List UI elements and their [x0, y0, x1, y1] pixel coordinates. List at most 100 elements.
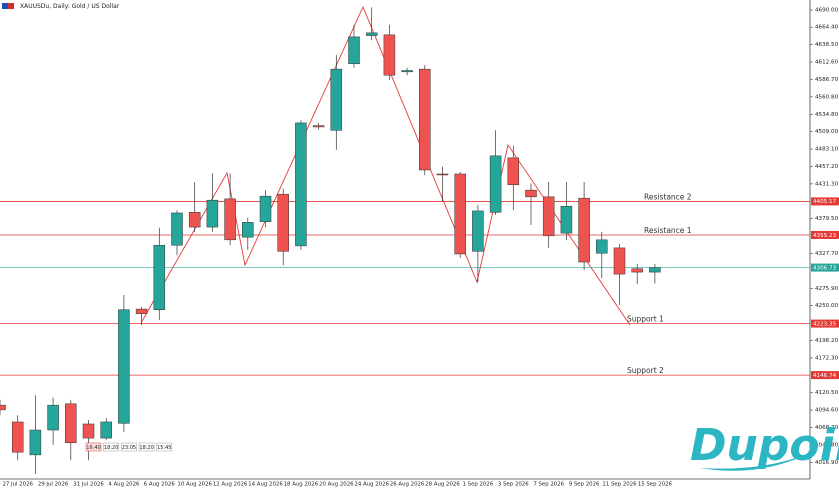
time-box-label: 18:20 — [139, 445, 153, 451]
chart-marks: 4690.00 4664.40 4638.50 4612.60 4586.70 4560.… — [0, 7, 839, 488]
y-tick-label: 4612.60 — [815, 60, 839, 66]
candle-body — [259, 195, 272, 222]
y-tick-label: 4275.90 — [815, 286, 839, 292]
time-box — [121, 442, 137, 452]
x-tick-label: 20 Aug 2026 — [319, 482, 354, 488]
y-tick-label: 4664.40 — [815, 25, 839, 31]
logo-text: Dupoin — [690, 420, 839, 471]
level-name: Support 1 — [627, 315, 664, 324]
y-tick-label: 4042.80 — [815, 442, 839, 448]
candle-body — [401, 70, 413, 73]
x-tick-label: 6 Aug 2026 — [144, 482, 176, 488]
y-tick-label: 4457.20 — [815, 164, 839, 170]
time-box-label: 15:45 — [157, 445, 171, 451]
candle-body — [0, 404, 6, 411]
y-tick-label: 4560.80 — [815, 94, 839, 100]
candle-body — [631, 268, 643, 273]
candle-body — [560, 205, 573, 234]
candle-body — [454, 173, 466, 255]
candle-body — [100, 421, 112, 439]
y-tick-label: 4094.60 — [815, 408, 839, 414]
time-box — [156, 442, 173, 452]
level-name: Resistance 1 — [644, 226, 692, 235]
candle-body — [489, 155, 502, 213]
candle-body — [242, 222, 254, 238]
y-tick-label: 4120.50 — [815, 390, 839, 396]
x-tick-label: 4 Aug 2026 — [108, 482, 140, 488]
x-tick-label: 10 Aug 2026 — [177, 482, 212, 488]
x-tick-label: 24 Aug 2026 — [354, 482, 389, 488]
level-name: Support 2 — [627, 366, 664, 375]
candle-body — [419, 68, 431, 171]
candle-body — [649, 267, 661, 273]
title-icon — [2, 3, 14, 9]
candle-body — [82, 423, 95, 439]
candle-body — [542, 196, 555, 237]
candle-body — [118, 309, 130, 424]
candle-body — [188, 212, 201, 228]
time-box — [85, 442, 102, 452]
candle-body — [472, 210, 484, 252]
x-tick-label: 11 Sep 2026 — [602, 482, 637, 488]
y-tick-label: 4483.10 — [815, 147, 839, 153]
candle-body — [596, 239, 608, 254]
x-tick-label: 3 Sep 2026 — [498, 482, 529, 488]
candle-body — [312, 125, 325, 128]
time-box-label: 16:40 — [86, 445, 100, 451]
candle-body — [206, 199, 219, 228]
x-tick-label: 29 Jul 2026 — [38, 482, 69, 488]
candle-body — [65, 403, 77, 444]
time-box — [103, 442, 119, 452]
candle-body — [348, 36, 360, 65]
chart-title: XAUUSDu, Daily: Gold / US Dollar — [20, 3, 120, 10]
candle-body — [29, 429, 42, 456]
candle-body — [507, 157, 520, 185]
x-tick-label: 12 Aug 2026 — [213, 482, 248, 488]
y-tick-label: 4379.50 — [815, 216, 839, 222]
logo-swoosh — [700, 452, 812, 471]
x-tick-label: 18 Aug 2026 — [284, 482, 319, 488]
level-tag-label: 4223.35 — [813, 321, 837, 327]
level-tag — [811, 263, 839, 272]
y-tick-label: 4586.70 — [815, 77, 839, 83]
x-tick-label: 31 Jul 2026 — [73, 482, 104, 488]
candle-body — [295, 122, 307, 247]
y-tick-label: 4509.00 — [815, 129, 839, 135]
x-tick-label: 7 Sep 2026 — [533, 482, 564, 488]
time-box-label: 23:05 — [122, 445, 136, 451]
y-tick-label: 4198.20 — [815, 338, 839, 344]
level-tag-label: 4306.73 — [813, 265, 837, 271]
level-tag-label: 4355.23 — [813, 233, 837, 239]
y-tick-label: 4172.30 — [815, 355, 839, 361]
y-tick-label: 4690.00 — [815, 8, 839, 14]
x-tick-label: 28 Aug 2026 — [425, 482, 460, 488]
x-tick-label: 14 Aug 2026 — [248, 482, 283, 488]
y-tick-label: 4431.30 — [815, 181, 839, 187]
candle-body — [171, 212, 183, 246]
y-tick-label: 4534.80 — [815, 112, 839, 118]
candle-body — [277, 193, 289, 252]
candle-body — [383, 34, 396, 76]
candle-body — [613, 247, 626, 275]
level-tag — [811, 371, 839, 380]
level-name: Resistance 2 — [644, 192, 692, 201]
candle-body — [153, 244, 166, 310]
candle-body — [365, 32, 378, 36]
candle-body — [47, 404, 59, 431]
level-tag-label: 4146.74 — [813, 373, 837, 379]
x-tick-label: 26 Aug 2026 — [390, 482, 425, 488]
level-tag — [811, 197, 839, 206]
x-tick-label: 27 Jul 2026 — [2, 482, 33, 488]
candle-body — [135, 308, 148, 315]
level-tag — [811, 319, 839, 328]
time-box-label: 18:20 — [104, 445, 118, 451]
candle-body — [11, 421, 24, 453]
candle-body — [525, 189, 537, 198]
candle-body — [436, 173, 449, 176]
x-tick-label: 9 Sep 2026 — [569, 482, 600, 488]
x-tick-label: 15 Sep 2026 — [638, 482, 673, 488]
level-tag — [811, 230, 839, 239]
y-tick-label: 4016.90 — [815, 460, 839, 466]
